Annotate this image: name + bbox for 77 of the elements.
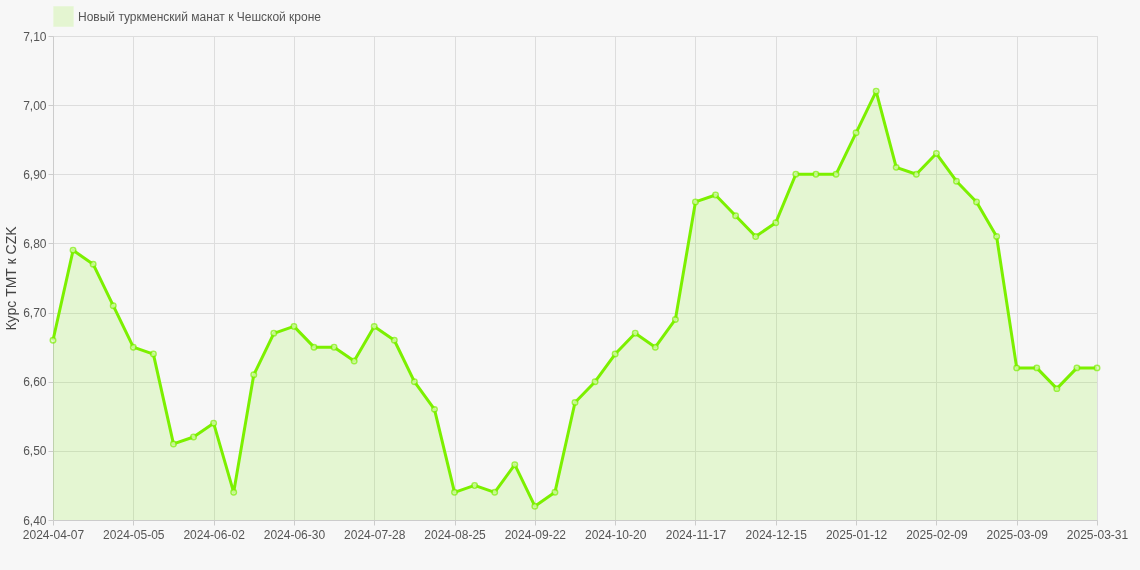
x-tick-label: 2024-05-05 xyxy=(103,527,165,542)
point xyxy=(732,212,740,220)
point xyxy=(350,357,358,365)
point xyxy=(471,481,479,489)
x-tick-label: 2025-03-09 xyxy=(986,527,1049,542)
x-tick-label: 2024-06-30 xyxy=(263,527,326,542)
y-tick-label: 6,70 xyxy=(23,306,47,321)
point xyxy=(551,488,559,496)
y-tick-label: 6,90 xyxy=(23,167,47,182)
point xyxy=(1033,364,1041,372)
y-tick-label: 6,50 xyxy=(23,444,47,459)
point xyxy=(1073,364,1081,372)
point xyxy=(591,378,599,386)
y-tick-label: 7,00 xyxy=(23,98,47,113)
point xyxy=(69,246,77,254)
x-tick-label: 2024-11-17 xyxy=(665,527,727,542)
point xyxy=(511,461,519,469)
y-tick-label: 6,60 xyxy=(23,375,47,390)
point xyxy=(691,198,699,206)
point xyxy=(1093,364,1101,372)
point xyxy=(651,343,659,351)
point xyxy=(792,170,800,178)
point xyxy=(631,329,639,337)
point xyxy=(129,343,137,351)
point xyxy=(210,419,218,427)
point xyxy=(230,488,238,496)
point xyxy=(1053,385,1061,393)
x-tick-label: 2025-01-12 xyxy=(825,527,888,542)
point xyxy=(571,398,579,406)
point xyxy=(89,260,97,268)
point xyxy=(611,350,619,358)
point xyxy=(109,302,117,310)
point xyxy=(49,336,57,344)
point xyxy=(169,440,177,448)
point xyxy=(430,405,438,413)
x-tick-label: 2025-03-31 xyxy=(1066,527,1129,542)
point xyxy=(892,163,900,171)
x-tick-label: 2024-08-25 xyxy=(424,527,487,542)
point xyxy=(310,343,318,351)
point xyxy=(712,191,720,199)
x-tick-label: 2024-07-28 xyxy=(344,527,406,542)
point xyxy=(330,343,338,351)
point xyxy=(912,170,920,178)
point xyxy=(772,219,780,227)
point xyxy=(149,350,157,358)
point xyxy=(671,316,679,323)
y-axis-title: Курс TMT к CZK xyxy=(3,225,20,331)
point xyxy=(812,170,820,178)
point xyxy=(952,177,960,185)
y-tick-label: 6,80 xyxy=(23,236,47,251)
point xyxy=(390,336,398,344)
point xyxy=(872,87,880,95)
point xyxy=(290,322,298,330)
y-tick-label: 7,10 xyxy=(23,29,47,44)
point xyxy=(451,488,459,496)
x-tick-label: 2025-02-09 xyxy=(906,527,968,542)
point xyxy=(852,129,860,137)
point xyxy=(491,488,499,496)
x-tick-label: 2024-12-15 xyxy=(745,527,808,542)
x-tick-label: 2024-06-02 xyxy=(183,527,246,542)
y-tick-label: 6,40 xyxy=(23,513,47,528)
point xyxy=(370,322,378,330)
point xyxy=(270,329,278,337)
point xyxy=(832,170,840,178)
point xyxy=(531,502,539,510)
legend-label: Новый туркменский манат к Чешской кроне xyxy=(78,9,322,24)
x-tick-label: 2024-10-20 xyxy=(584,527,647,542)
point xyxy=(410,378,418,386)
point xyxy=(190,433,198,441)
x-tick-label: 2024-09-22 xyxy=(504,527,567,542)
point xyxy=(752,233,760,240)
x-tick-label: 2024-04-07 xyxy=(22,527,85,542)
point xyxy=(932,150,940,158)
point xyxy=(250,371,258,379)
point xyxy=(993,233,1001,240)
point xyxy=(1013,364,1021,372)
point xyxy=(973,198,981,206)
